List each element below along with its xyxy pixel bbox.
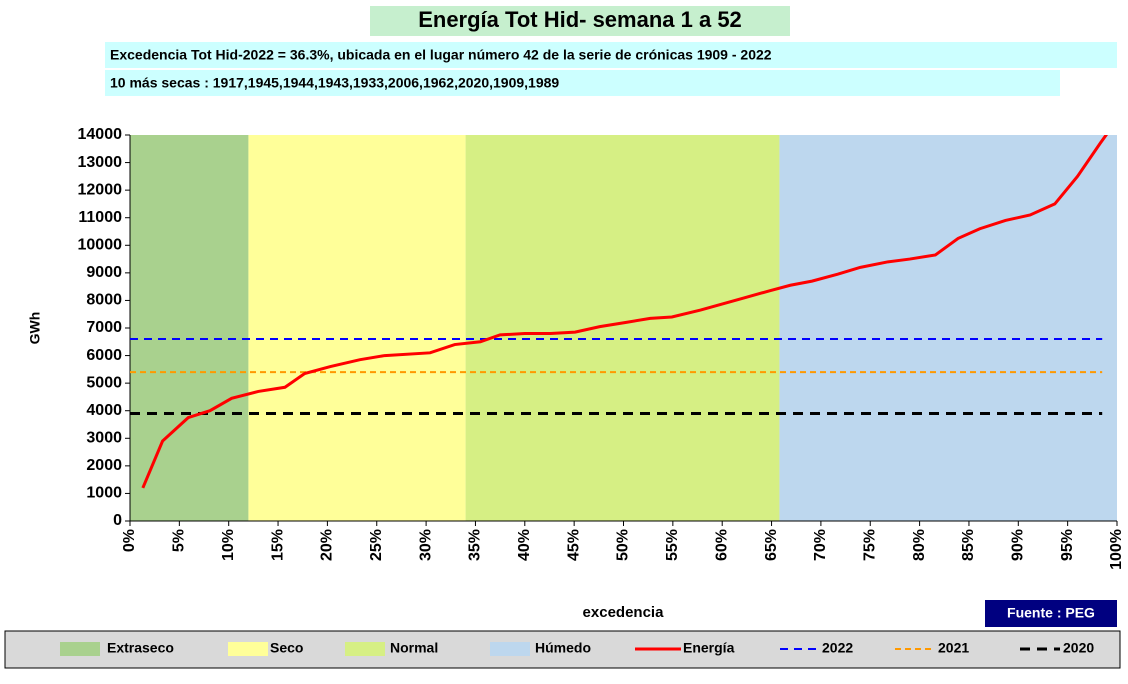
x-tick-label: 75%: [861, 529, 878, 561]
line: [141, 135, 1108, 489]
y-tick-label: 1000: [86, 485, 122, 502]
legend-swatch: [345, 642, 385, 656]
legend-label: 2021: [938, 640, 969, 656]
band: [248, 135, 466, 521]
x-tick-label: 60%: [713, 529, 730, 561]
x-tick-label: 95%: [1059, 529, 1076, 561]
y-tick-label: 12000: [78, 181, 123, 198]
subtitle: Excedencia Tot Hid-2022 = 36.3%, ubicada…: [110, 47, 772, 63]
y-tick-label: 0: [113, 512, 122, 529]
y-tick-label: 11000: [78, 209, 122, 226]
x-tick-label: 5%: [171, 529, 188, 552]
y-tick-label: 13000: [78, 154, 123, 171]
x-tick-label: 10%: [220, 529, 237, 561]
x-axis-label: excedencia: [583, 604, 665, 621]
legend-label: Seco: [270, 640, 303, 656]
legend-label: 2020: [1063, 640, 1094, 656]
legend-swatch: [490, 642, 530, 656]
legend-label: Energía: [683, 640, 735, 656]
subtitle-box: [105, 70, 1060, 96]
y-tick-label: 7000: [86, 319, 122, 336]
x-tick-label: 45%: [565, 529, 582, 561]
title-box: [370, 6, 790, 36]
band: [130, 135, 249, 521]
legend-label: Extraseco: [107, 640, 174, 656]
subtitle-box: [105, 42, 1117, 68]
x-tick-label: 25%: [368, 529, 385, 561]
x-tick-label: 100%: [1108, 529, 1125, 570]
x-tick-label: 70%: [812, 529, 829, 561]
y-tick-label: 2000: [86, 457, 122, 474]
y-tick-label: 5000: [86, 374, 122, 391]
x-tick-label: 55%: [664, 529, 681, 561]
legend-swatch: [60, 642, 100, 656]
x-tick-label: 0%: [121, 529, 138, 552]
y-tick-label: 8000: [86, 292, 122, 309]
x-tick-label: 90%: [1010, 529, 1027, 561]
x-tick-label: 30%: [417, 529, 434, 561]
band: [465, 135, 780, 521]
x-tick-label: 40%: [516, 529, 533, 561]
y-axis-label: GWh: [27, 312, 43, 345]
y-tick-label: 14000: [78, 126, 123, 143]
legend-label: Húmedo: [535, 640, 591, 656]
legend-swatch: [228, 642, 268, 656]
y-tick-label: 3000: [86, 430, 122, 447]
y-tick-label: 9000: [86, 264, 122, 281]
source: Fuente : PEG: [1007, 605, 1095, 621]
x-tick-label: 80%: [911, 529, 928, 561]
x-tick-label: 15%: [269, 529, 286, 561]
legend-box: [4, 630, 1121, 669]
source-box: [985, 600, 1117, 627]
x-tick-label: 65%: [763, 529, 780, 561]
band: [779, 135, 1117, 521]
legend-label: 2022: [822, 640, 853, 656]
x-tick-label: 85%: [960, 529, 977, 561]
x-tick-label: 35%: [467, 529, 484, 561]
y-tick-label: 4000: [86, 402, 122, 419]
chart-title: Energía Tot Hid- semana 1 a 52: [418, 7, 742, 32]
y-tick-label: 6000: [86, 347, 122, 364]
x-tick-label: 50%: [615, 529, 632, 561]
legend-label: Normal: [390, 640, 438, 656]
x-tick-label: 20%: [319, 529, 336, 561]
y-tick-label: 10000: [78, 237, 123, 254]
subtitle: 10 más secas : 1917,1945,1944,1943,1933,…: [110, 75, 559, 91]
